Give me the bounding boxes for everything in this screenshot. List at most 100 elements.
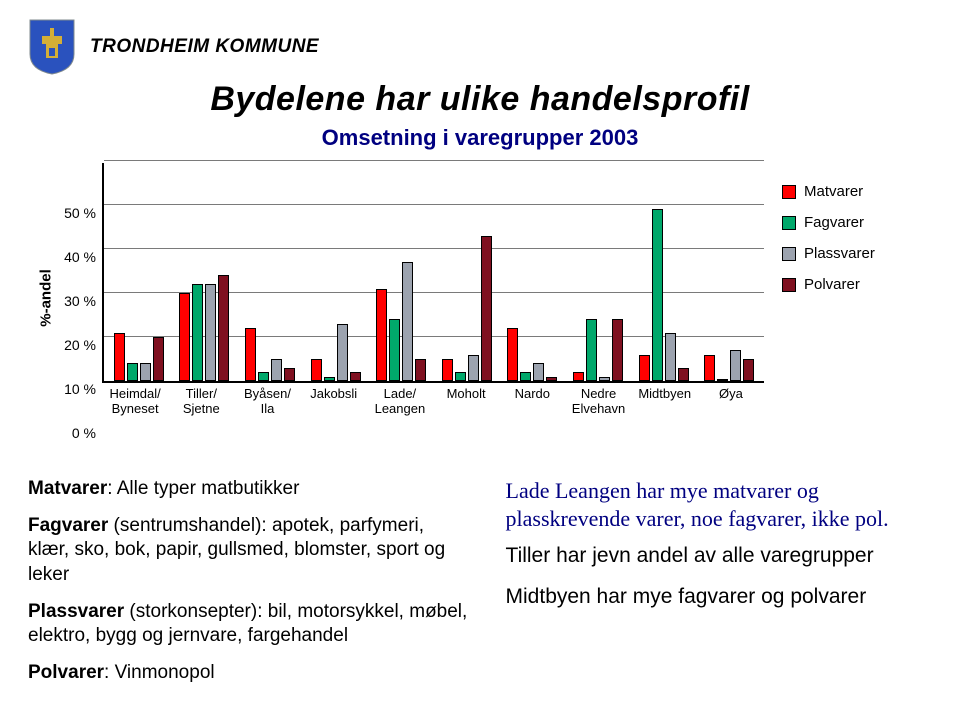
bar	[153, 337, 164, 381]
bar	[678, 368, 689, 381]
bar-group	[565, 163, 631, 381]
bar-group	[500, 163, 566, 381]
bars-container	[104, 163, 764, 381]
commentary-paragraph: Tiller har jevn andel av alle varegruppe…	[506, 542, 926, 569]
bar-group	[696, 163, 762, 381]
bar	[205, 284, 216, 381]
bar	[599, 377, 610, 381]
x-tick-label: Nardo	[499, 387, 565, 417]
bar	[507, 328, 518, 381]
bar-group	[172, 163, 238, 381]
bar	[717, 379, 728, 381]
definition-paragraph: Plassvarer (storkonsepter): bil, motorsy…	[28, 600, 470, 649]
bar	[442, 359, 453, 381]
x-tick-label: Heimdal/ Byneset	[102, 387, 168, 417]
x-tick-label: Tiller/ Sjetne	[168, 387, 234, 417]
bar	[376, 289, 387, 381]
definition-paragraph: Matvarer: Alle typer matbutikker	[28, 477, 470, 502]
bar-group	[303, 163, 369, 381]
legend-label: Plassvarer	[804, 245, 875, 262]
y-axis-label: %-andel	[38, 269, 55, 327]
x-tick-label: Midtbyen	[632, 387, 698, 417]
y-tick-label: 50 %	[64, 205, 96, 221]
bar-group	[106, 163, 172, 381]
x-tick-label: Nedre Elvehavn	[565, 387, 631, 417]
bar	[586, 319, 597, 381]
highlight-paragraph: Lade Leangen har mye matvarer og plasskr…	[506, 477, 926, 532]
bar-group	[368, 163, 434, 381]
bar	[665, 333, 676, 381]
bar	[114, 333, 125, 381]
bar	[245, 328, 256, 381]
definitions-column: Matvarer: Alle typer matbutikker Fagvarer…	[28, 477, 470, 698]
y-tick-label: 30 %	[64, 293, 96, 309]
x-tick-label: Lade/ Leangen	[367, 387, 433, 417]
bar	[730, 350, 741, 381]
header: TRONDHEIM KOMMUNE	[28, 18, 932, 76]
legend-item: Fagvarer	[782, 214, 922, 231]
y-tick-label: 40 %	[64, 249, 96, 265]
x-tick-label: Jakobsli	[301, 387, 367, 417]
commentary-column: Lade Leangen har mye matvarer og plasskr…	[506, 477, 926, 698]
plot-area	[102, 163, 764, 383]
bar	[546, 377, 557, 381]
legend-swatch	[782, 278, 796, 292]
chart-inner: 0 %10 %20 %30 %40 %50 % Heimdal/ Byneset…	[58, 163, 764, 433]
municipality-name: TRONDHEIM KOMMUNE	[90, 36, 319, 58]
bar	[743, 359, 754, 381]
bar	[311, 359, 322, 381]
x-tick-label: Byåsen/ Ila	[234, 387, 300, 417]
legend-item: Plassvarer	[782, 245, 922, 262]
bar	[192, 284, 203, 381]
page-title: Bydelene har ulike handelsprofil	[28, 80, 932, 119]
y-tick-label: 20 %	[64, 337, 96, 353]
bar	[415, 359, 426, 381]
page-subtitle: Omsetning i varegrupper 2003	[28, 125, 932, 151]
bar	[481, 236, 492, 381]
bar	[639, 355, 650, 381]
bar	[218, 275, 229, 381]
bar	[573, 372, 584, 381]
bar-group	[631, 163, 697, 381]
definition-paragraph: Polvarer: Vinmonopol	[28, 661, 470, 686]
bar-group	[237, 163, 303, 381]
commentary-paragraph: Midtbyen har mye fagvarer og polvarer	[506, 583, 926, 610]
x-axis-labels: Heimdal/ BynesetTiller/ SjetneByåsen/ Il…	[102, 387, 764, 417]
bar	[284, 368, 295, 381]
legend: Matvarer Fagvarer Plassvarer Polvarer	[782, 163, 922, 307]
y-tick-label: 10 %	[64, 381, 96, 397]
legend-label: Matvarer	[804, 183, 863, 200]
bar	[652, 209, 663, 381]
bar	[140, 363, 151, 381]
y-axis: 0 %10 %20 %30 %40 %50 %	[58, 163, 102, 433]
bottom-columns: Matvarer: Alle typer matbutikker Fagvarer…	[28, 477, 932, 698]
bar	[127, 363, 138, 381]
bar	[468, 355, 479, 381]
x-tick-label: Moholt	[433, 387, 499, 417]
bar	[455, 372, 466, 381]
legend-item: Polvarer	[782, 276, 922, 293]
legend-swatch	[782, 216, 796, 230]
legend-swatch	[782, 185, 796, 199]
legend-label: Polvarer	[804, 276, 860, 293]
bar	[337, 324, 348, 381]
bar	[271, 359, 282, 381]
x-tick-label: Øya	[698, 387, 764, 417]
bar	[258, 372, 269, 381]
chart-area: %-andel 0 %10 %20 %30 %40 %50 % Heimdal/…	[58, 163, 922, 433]
gridline	[104, 160, 764, 161]
municipal-crest-icon	[28, 18, 76, 76]
y-tick-label: 0 %	[72, 425, 96, 441]
definition-paragraph: Fagvarer (sentrumshandel): apotek, parfy…	[28, 514, 470, 588]
bar	[612, 319, 623, 381]
bar	[324, 377, 335, 381]
bar	[179, 293, 190, 381]
legend-item: Matvarer	[782, 183, 922, 200]
bar	[520, 372, 531, 381]
bar-group	[434, 163, 500, 381]
bar	[350, 372, 361, 381]
legend-swatch	[782, 247, 796, 261]
bar	[402, 262, 413, 381]
bar	[533, 363, 544, 381]
legend-label: Fagvarer	[804, 214, 864, 231]
